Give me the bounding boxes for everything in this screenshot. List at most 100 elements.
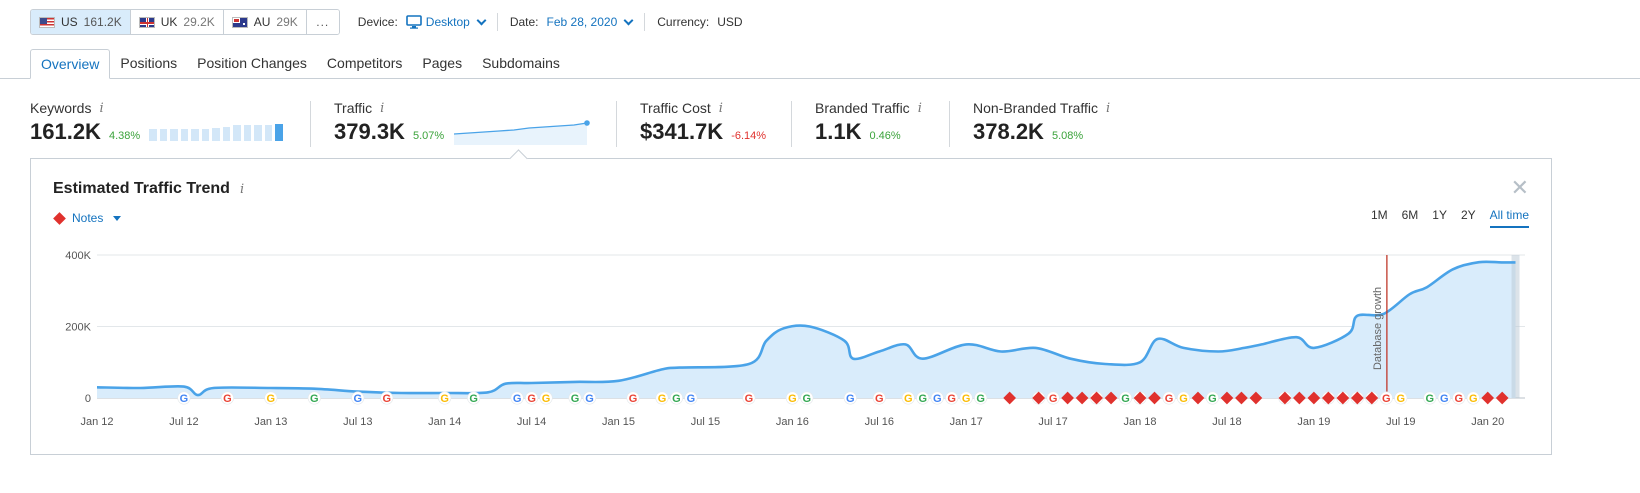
currency-display: Currency: USD bbox=[657, 15, 742, 29]
google-update-marker bbox=[177, 391, 191, 405]
google-update-marker bbox=[525, 391, 539, 405]
traffic-line bbox=[96, 260, 1516, 397]
google-g-icon: G bbox=[1425, 393, 1434, 405]
date-value: Feb 28, 2020 bbox=[546, 15, 618, 29]
info-icon[interactable]: i bbox=[718, 100, 723, 116]
google-update-marker bbox=[1119, 391, 1133, 405]
tab-positions[interactable]: Positions bbox=[120, 55, 178, 71]
google-update-marker bbox=[945, 391, 959, 405]
google-g-icon: G bbox=[672, 393, 681, 405]
database-us-button[interactable]: US 161.2K bbox=[31, 10, 131, 34]
y-tick-label: 400K bbox=[65, 250, 91, 262]
metric-label: Non-Branded Traffic bbox=[973, 100, 1099, 116]
google-update-marker bbox=[264, 391, 278, 405]
database-au-button[interactable]: AU 29K bbox=[223, 10, 307, 34]
metric-change: 5.07% bbox=[412, 130, 445, 142]
google-update-marker bbox=[742, 391, 756, 405]
google-g-icon: G bbox=[1469, 393, 1478, 405]
traffic-cost-metric[interactable]: Traffic Cost i $341.7K -6.14% bbox=[640, 100, 766, 145]
database-count: 29.2K bbox=[183, 15, 215, 29]
tabs-underline bbox=[0, 78, 1640, 79]
y-tick-label: 0 bbox=[85, 393, 91, 405]
device-dropdown[interactable]: Desktop bbox=[405, 15, 487, 29]
google-g-icon: G bbox=[542, 393, 551, 405]
keywords-metric[interactable]: Keywords i 161.2K 4.38% bbox=[30, 100, 140, 145]
google-g-icon: G bbox=[846, 393, 855, 405]
panel-title: Estimated Traffic Trend i bbox=[53, 180, 244, 198]
period-6m[interactable]: 6M bbox=[1401, 208, 1419, 222]
x-tick-label: Jan 17 bbox=[950, 416, 983, 428]
google-g-icon: G bbox=[267, 393, 276, 405]
note-marker bbox=[1032, 391, 1045, 405]
tab-competitors[interactable]: Competitors bbox=[326, 55, 403, 71]
uk-flag-icon bbox=[138, 16, 155, 28]
period-1m[interactable]: 1M bbox=[1370, 208, 1388, 222]
google-update-marker bbox=[684, 391, 698, 405]
date-selector: Date: Feb 28, 2020 bbox=[510, 15, 634, 29]
tab-pages[interactable]: Pages bbox=[422, 55, 463, 71]
x-tick-label: Jul 14 bbox=[517, 416, 546, 428]
more-databases-button[interactable]: ... bbox=[306, 10, 339, 34]
info-icon[interactable]: i bbox=[1106, 100, 1111, 116]
traffic-trend-chart: 0 200K 400K Database growth Jan 12 Jul 12 Jan … bbox=[65, 250, 1525, 428]
notes-dropdown[interactable]: Notes bbox=[53, 211, 122, 225]
metric-change: 5.08% bbox=[1051, 130, 1084, 142]
x-tick-label: Jan 14 bbox=[428, 416, 461, 428]
close-icon[interactable]: ✕ bbox=[1510, 175, 1529, 200]
google-g-icon: G bbox=[180, 393, 189, 405]
google-update-marker bbox=[1046, 391, 1060, 405]
google-update-marker bbox=[800, 391, 814, 405]
google-g-icon: G bbox=[223, 393, 232, 405]
google-g-icon: G bbox=[469, 393, 478, 405]
x-tick-label: Jan 12 bbox=[80, 416, 113, 428]
google-g-icon: G bbox=[1208, 393, 1217, 405]
info-icon[interactable]: i bbox=[99, 100, 104, 116]
info-icon[interactable]: i bbox=[239, 181, 245, 197]
google-g-icon: G bbox=[875, 393, 884, 405]
metric-label: Traffic Cost bbox=[640, 100, 711, 116]
au-flag-icon bbox=[231, 16, 248, 28]
google-update-marker bbox=[1394, 391, 1408, 405]
period-1y[interactable]: 1Y bbox=[1432, 208, 1447, 222]
x-tick-label: Jul 17 bbox=[1038, 416, 1067, 428]
non-branded-traffic-metric[interactable]: Non-Branded Traffic i 378.2K 5.08% bbox=[973, 100, 1110, 145]
x-tick-label: Jul 16 bbox=[865, 416, 894, 428]
x-tick-label: Jan 20 bbox=[1471, 416, 1504, 428]
date-dropdown[interactable]: Feb 28, 2020 bbox=[546, 15, 634, 29]
google-g-icon: G bbox=[962, 393, 971, 405]
database-uk-button[interactable]: UK 29.2K bbox=[130, 10, 224, 34]
google-update-marker bbox=[220, 391, 234, 405]
google-g-icon: G bbox=[310, 393, 319, 405]
google-g-icon: G bbox=[1397, 393, 1406, 405]
period-2y[interactable]: 2Y bbox=[1460, 208, 1476, 222]
period-all-time[interactable]: All time bbox=[1489, 208, 1529, 228]
google-g-icon: G bbox=[745, 393, 754, 405]
metric-change: -6.14% bbox=[731, 130, 767, 142]
chevron-down-icon bbox=[476, 15, 487, 26]
divider bbox=[791, 101, 792, 147]
google-update-marker bbox=[438, 391, 452, 405]
notes-label: Notes bbox=[72, 211, 104, 225]
traffic-metric[interactable]: Traffic i 379.3K 5.07% bbox=[334, 100, 444, 145]
google-update-marker bbox=[872, 391, 886, 405]
google-g-icon: G bbox=[947, 393, 956, 405]
database-code: UK bbox=[160, 15, 178, 29]
metric-value: 378.2K bbox=[973, 119, 1044, 144]
google-g-icon: G bbox=[1454, 393, 1463, 405]
google-g-icon: G bbox=[803, 393, 812, 405]
google-update-marker bbox=[510, 391, 524, 405]
google-g-icon: G bbox=[513, 393, 522, 405]
google-update-marker bbox=[1205, 391, 1219, 405]
currency-label: Currency: bbox=[657, 15, 710, 29]
traffic-area bbox=[97, 261, 1516, 398]
currency-value: USD bbox=[717, 15, 743, 29]
tab-subdomains[interactable]: Subdomains bbox=[482, 55, 560, 71]
tab-overview[interactable]: Overview bbox=[30, 49, 111, 79]
google-update-marker bbox=[626, 391, 640, 405]
info-icon[interactable]: i bbox=[380, 100, 385, 116]
google-update-marker bbox=[959, 391, 973, 405]
x-tick-label: Jul 13 bbox=[343, 416, 372, 428]
tab-position-changes[interactable]: Position Changes bbox=[197, 55, 307, 71]
info-icon[interactable]: i bbox=[917, 100, 922, 116]
branded-traffic-metric[interactable]: Branded Traffic i 1.1K 0.46% bbox=[815, 100, 922, 145]
